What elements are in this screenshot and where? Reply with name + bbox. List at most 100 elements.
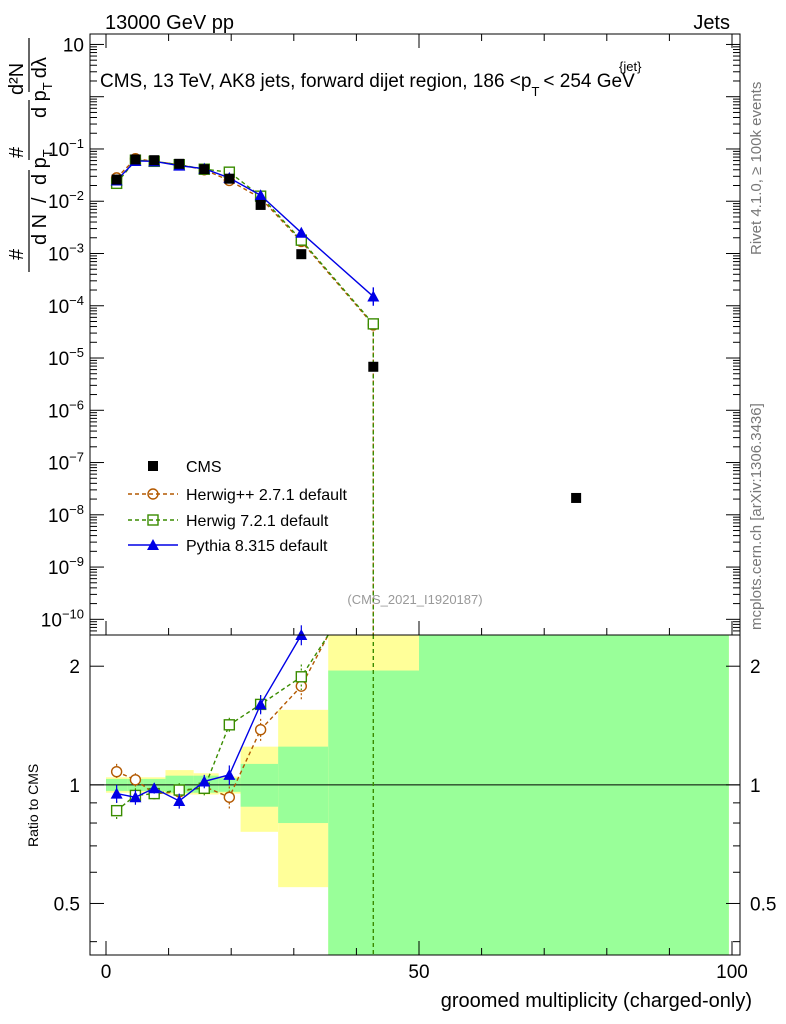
main-y-tick-exponent: −1: [69, 136, 84, 151]
main-y-tick-exponent: −8: [69, 502, 84, 517]
mcplots-label: mcplots.cern.ch [arXiv:1306.3436]: [748, 403, 765, 630]
ratio-y-tick-label-right: 2: [750, 657, 761, 678]
chart-title-sub: T: [531, 84, 539, 99]
chart-title-tail: < 254 GeV: [543, 71, 635, 92]
main-y-tick-mantissa: 10: [48, 349, 69, 370]
main-y-tick-mantissa: 10: [63, 35, 84, 56]
ratio-y-tick-label: 0.5: [54, 894, 80, 915]
ratio-plot-frame: [89, 634, 741, 956]
data-point: [368, 361, 379, 372]
x-tick-label: 100: [716, 962, 748, 983]
data-point: [130, 154, 141, 165]
main-y-tick-label: 10−2: [48, 188, 84, 213]
main-y-ticks: 1010−110−210−310−410−510−610−710−810−910…: [41, 35, 740, 632]
ratio-y-tick-label-right: 0.5: [750, 894, 776, 915]
ratio-series-point: [173, 794, 186, 806]
rivet-version-label: Rivet 4.1.0, ≥ 100k events: [748, 82, 765, 255]
main-y-tick-label: 10−9: [48, 554, 84, 579]
main-y-tick-exponent: −3: [69, 240, 84, 255]
main-y-tick-mantissa: 10: [48, 454, 69, 475]
ylabel-den2: d pT: [29, 149, 55, 185]
main-series-point: [295, 226, 308, 238]
main-series-line: [116, 159, 375, 635]
main-series-line: [116, 158, 375, 635]
main-y-tick-mantissa: 10: [48, 244, 69, 265]
main-y-tick-label: 10: [63, 35, 84, 56]
data-point: [296, 249, 307, 260]
ylabel-den3-sub: T: [40, 82, 55, 90]
main-y-tick-mantissa: 10: [48, 140, 69, 161]
main-y-tick-exponent: −9: [69, 554, 84, 569]
ratio-series-point: [198, 775, 211, 787]
data-point: [149, 155, 160, 166]
ratio-y-tick-label: 1: [69, 776, 80, 797]
legend-label-herwig7: Herwig 7.2.1 default: [186, 513, 329, 530]
main-y-tick-mantissa: 10: [48, 297, 69, 318]
ratio-series-point: [110, 787, 123, 799]
chart-title-superscript: {jet}: [619, 59, 642, 74]
legend-label-herwigpp: Herwig++ 2.7.1 default: [186, 487, 348, 504]
ratio-series-point: [129, 774, 142, 786]
main-series-point: [254, 189, 267, 201]
header-category-label: Jets: [693, 12, 730, 34]
main-y-tick-exponent: −2: [69, 188, 84, 203]
main-y-tick-exponent: −4: [69, 293, 84, 308]
header-energy-label: 13000 GeV pp: [105, 12, 234, 34]
main-y-tick-mantissa: 10: [48, 506, 69, 527]
ratio-y-axis-label: Ratio to CMS: [25, 764, 41, 847]
data-point: [111, 174, 122, 185]
ylabel-den3-tail: dλ: [29, 57, 51, 78]
main-y-tick-exponent: −5: [69, 345, 84, 360]
data-point: [571, 492, 582, 503]
ratio-series-point: [173, 784, 185, 796]
ratio-series-point: [223, 719, 236, 731]
legend-marker-pythia: [147, 539, 159, 550]
ratio-series-point: [223, 791, 236, 803]
ratio-bands: [106, 635, 729, 955]
ratio-series-line: [116, 634, 302, 802]
chart-title-main: CMS, 13 TeV, AK8 jets, forward dijet reg…: [100, 71, 531, 92]
x-axis-ticks: 0 50 100: [101, 34, 748, 983]
legend-marker-herwig7: [147, 514, 159, 526]
data-point: [199, 164, 210, 175]
ratio-y-ticks: 0.5 0.5 1 1 2 2: [54, 657, 776, 943]
main-y-tick-label: 10−5: [48, 345, 84, 370]
data-point: [255, 199, 266, 210]
ylabel-slash: /: [29, 197, 51, 203]
ratio-y-tick-label: 2: [69, 657, 80, 678]
main-y-tick-label: 10−6: [48, 397, 84, 422]
ylabel-den2-sub: T: [40, 149, 55, 157]
ratio-y-tick-label-right: 1: [750, 776, 761, 797]
analysis-id-label: (CMS_2021_I1920187): [347, 592, 482, 607]
legend: CMS Herwig++ 2.7.1 default Herwig 7.2.1 …: [128, 459, 348, 555]
main-y-tick-mantissa: 10: [41, 610, 62, 631]
legend-marker-cms: [148, 461, 158, 471]
main-y-tick-label: 10−10: [41, 606, 84, 631]
legend-marker-herwigpp: [147, 488, 159, 500]
x-axis-label: groomed multiplicity (charged-only): [441, 990, 752, 1012]
ratio-series-point: [129, 791, 142, 803]
x-tick-label: 0: [101, 962, 112, 983]
main-y-tick-label: 10−8: [48, 502, 84, 527]
legend-label-cms: CMS: [186, 459, 222, 476]
ratio-series: [110, 625, 375, 955]
main-series-point: [367, 318, 380, 330]
ylabel-den2-text: d p: [29, 157, 51, 185]
main-y-tick-mantissa: 10: [48, 192, 69, 213]
data-point: [174, 158, 185, 169]
ylabel-num2: #: [6, 146, 28, 158]
chart-title: CMS, 13 TeV, AK8 jets, forward dijet reg…: [100, 71, 635, 99]
ylabel-den1: d N: [29, 214, 51, 245]
main-y-tick-label: 10−7: [48, 450, 84, 475]
x-tick-label: 50: [408, 962, 429, 983]
main-series: [110, 153, 582, 635]
main-panel: 1010−110−210−310−410−510−610−710−810−910…: [41, 33, 741, 636]
main-y-tick-label: 10−4: [48, 293, 84, 318]
main-y-tick-mantissa: 10: [48, 401, 69, 422]
ratio-series-point: [254, 724, 267, 736]
ylabel-den3: d pTdλ: [29, 57, 55, 118]
main-y-axis-label: # d N / # d pT d²N d pTdλ: [6, 38, 55, 272]
ratio-panel: 0.5 0.5 1 1 2 2 Ratio to CMS: [25, 625, 776, 956]
ylabel-num3: d²N: [6, 63, 28, 95]
